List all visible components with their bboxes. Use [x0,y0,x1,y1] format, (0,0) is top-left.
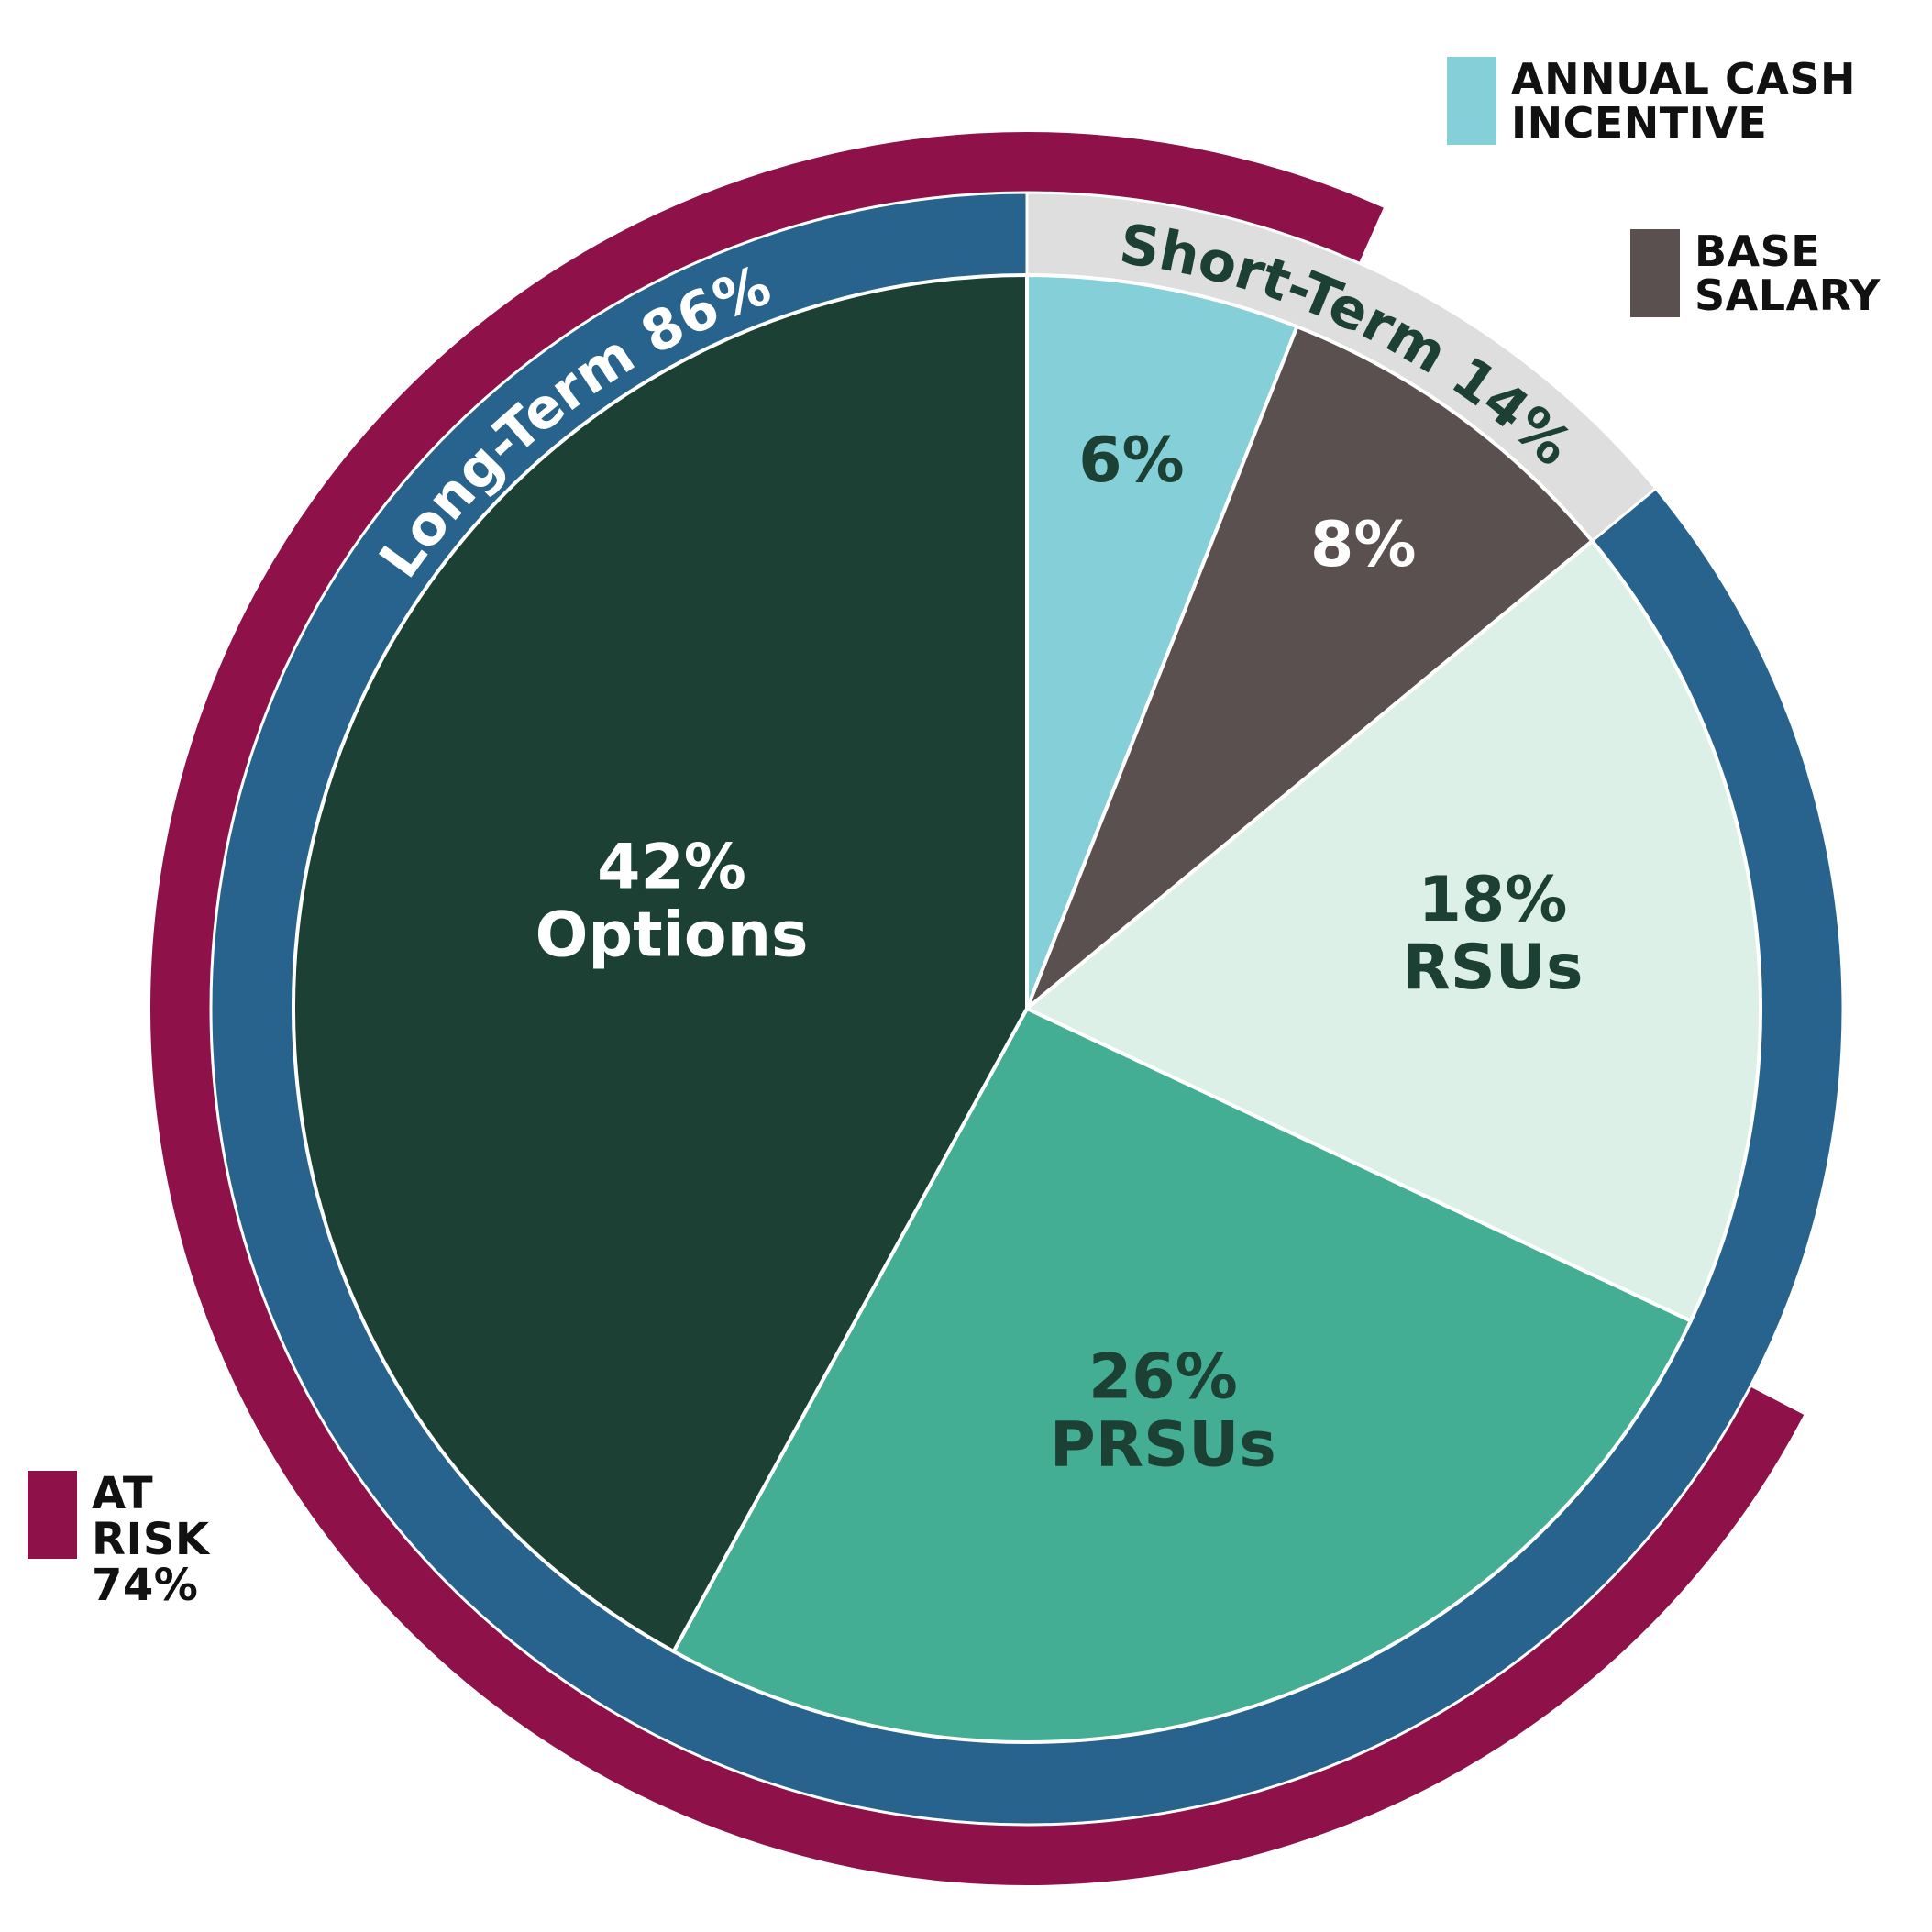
legend-line: 74% [92,1560,199,1611]
slice-value-label: 26% [1088,1341,1238,1414]
pie-slice-slice-1 [1025,272,1300,1010]
legend-base-salary: BASE SALARY [1630,229,1881,317]
legend-swatch-annual-cash-incentive [1447,57,1496,145]
legend-swatch-at-risk [28,1471,77,1559]
legend-label-annual-cash-incentive: ANNUAL CASH INCENTIVE [1511,57,1856,145]
slice-category-label: RSUs [1402,932,1583,1004]
legend-label-at-risk: AT RISK 74% [92,1471,210,1608]
at-risk-ring [150,132,1805,1885]
legend-swatch-base-salary [1630,229,1680,317]
legend-line: INCENTIVE [1511,98,1768,148]
legend-annual-cash-incentive: ANNUAL CASH INCENTIVE [1447,57,1856,145]
pie-slice-rsus [1023,538,1762,1324]
slice-category-label: PRSUs [1050,1409,1276,1482]
at-risk-ring-group [150,132,1805,1885]
legend-line: BASE [1695,226,1821,276]
slice-value-label: 18% [1419,864,1568,936]
pie-slice-slice-2 [1025,324,1595,1010]
pie-slice-options [292,272,1029,1654]
legend-label-base-salary: BASE SALARY [1695,229,1881,317]
legend-line: SALARY [1695,270,1881,320]
slice-value-label: 8% [1310,509,1416,581]
legend-line: AT [92,1468,154,1519]
pie-slices-group [292,272,1762,1744]
slice-category-label: Options [535,900,809,972]
legend-line: RISK [92,1514,210,1565]
slice-labels-group: 6% 8% 18%RSUs 26%PRSUs 42%Options [535,425,1584,1482]
slice-value-label: 6% [1078,425,1184,497]
legend-at-risk: AT RISK 74% [28,1471,210,1608]
slice-value-label: 42% [597,832,746,904]
legend-line: ANNUAL CASH [1511,54,1856,104]
